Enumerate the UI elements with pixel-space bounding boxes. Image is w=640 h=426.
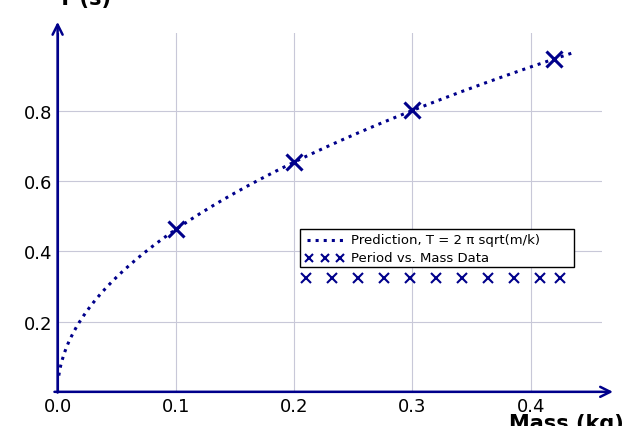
FancyBboxPatch shape <box>300 230 574 268</box>
Text: Mass (kg): Mass (kg) <box>509 413 623 426</box>
Text: Period vs. Mass Data: Period vs. Mass Data <box>351 251 489 265</box>
Text: Prediction, T = 2 π sqrt(m/k): Prediction, T = 2 π sqrt(m/k) <box>351 233 540 247</box>
Text: T (s): T (s) <box>58 0 111 9</box>
